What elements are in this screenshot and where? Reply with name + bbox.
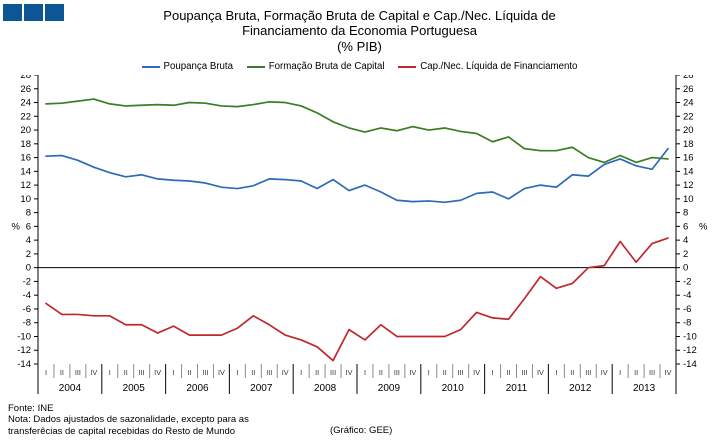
svg-text:I: I xyxy=(555,368,557,377)
svg-text:IV: IV xyxy=(601,368,608,377)
svg-text:II: II xyxy=(506,368,510,377)
svg-text:26: 26 xyxy=(683,84,694,95)
svg-text:24: 24 xyxy=(683,98,694,109)
svg-text:I: I xyxy=(428,368,430,377)
svg-text:I: I xyxy=(492,368,494,377)
svg-text:II: II xyxy=(60,368,64,377)
svg-text:10: 10 xyxy=(20,194,31,205)
svg-text:24: 24 xyxy=(20,98,31,109)
svg-text:III: III xyxy=(585,368,591,377)
svg-text:II: II xyxy=(251,368,255,377)
svg-text:2: 2 xyxy=(26,249,31,260)
svg-text:I: I xyxy=(109,368,111,377)
svg-text:2004: 2004 xyxy=(59,383,82,394)
svg-text:III: III xyxy=(394,368,400,377)
svg-text:%: % xyxy=(699,221,708,232)
svg-text:0: 0 xyxy=(26,263,31,274)
svg-text:I: I xyxy=(300,368,302,377)
svg-text:IV: IV xyxy=(409,368,416,377)
svg-text:18: 18 xyxy=(683,139,694,150)
svg-text:I: I xyxy=(619,368,621,377)
svg-text:III: III xyxy=(139,368,145,377)
svg-text:IV: IV xyxy=(346,368,353,377)
svg-text:-6: -6 xyxy=(23,304,31,315)
svg-text:2008: 2008 xyxy=(314,383,337,394)
svg-text:4: 4 xyxy=(683,235,688,246)
svg-text:IV: IV xyxy=(473,368,480,377)
svg-text:2012: 2012 xyxy=(569,383,592,394)
svg-text:14: 14 xyxy=(683,166,694,177)
svg-text:II: II xyxy=(634,368,638,377)
svg-text:II: II xyxy=(315,368,319,377)
svg-text:II: II xyxy=(187,368,191,377)
svg-text:2006: 2006 xyxy=(186,383,209,394)
svg-text:2011: 2011 xyxy=(506,383,528,394)
svg-text:22: 22 xyxy=(683,111,694,122)
svg-text:6: 6 xyxy=(26,221,31,232)
svg-text:4: 4 xyxy=(26,235,31,246)
svg-text:-4: -4 xyxy=(683,290,691,301)
svg-text:12: 12 xyxy=(20,180,31,191)
svg-text:-12: -12 xyxy=(17,345,31,356)
svg-text:-8: -8 xyxy=(683,318,691,329)
svg-text:2010: 2010 xyxy=(442,383,465,394)
svg-text:III: III xyxy=(330,368,336,377)
svg-text:2007: 2007 xyxy=(250,383,273,394)
svg-text:II: II xyxy=(379,368,383,377)
svg-text:10: 10 xyxy=(683,194,694,205)
svg-text:26: 26 xyxy=(20,84,31,95)
svg-text:18: 18 xyxy=(20,139,31,150)
svg-text:III: III xyxy=(75,368,81,377)
svg-text:12: 12 xyxy=(683,180,694,191)
svg-text:IV: IV xyxy=(218,368,225,377)
svg-text:2005: 2005 xyxy=(123,383,146,394)
svg-text:0: 0 xyxy=(683,263,688,274)
svg-text:IV: IV xyxy=(537,368,544,377)
svg-text:22: 22 xyxy=(20,111,31,122)
svg-text:28: 28 xyxy=(683,75,694,81)
svg-text:III: III xyxy=(521,368,527,377)
svg-text:8: 8 xyxy=(683,208,688,219)
svg-text:%: % xyxy=(12,221,21,232)
svg-text:II: II xyxy=(443,368,447,377)
svg-text:-4: -4 xyxy=(23,290,31,301)
svg-text:-10: -10 xyxy=(683,331,697,342)
svg-text:-2: -2 xyxy=(23,276,31,287)
svg-text:20: 20 xyxy=(683,125,694,136)
svg-text:-8: -8 xyxy=(23,318,31,329)
svg-text:III: III xyxy=(649,368,655,377)
svg-text:2009: 2009 xyxy=(378,383,401,394)
svg-text:28: 28 xyxy=(20,75,31,81)
svg-text:6: 6 xyxy=(683,221,688,232)
svg-text:14: 14 xyxy=(20,166,31,177)
svg-text:16: 16 xyxy=(683,153,694,164)
svg-text:20: 20 xyxy=(20,125,31,136)
svg-text:IV: IV xyxy=(282,368,289,377)
svg-text:II: II xyxy=(570,368,574,377)
svg-text:-2: -2 xyxy=(683,276,691,287)
svg-text:I: I xyxy=(364,368,366,377)
svg-text:-12: -12 xyxy=(683,345,697,356)
svg-text:2: 2 xyxy=(683,249,688,260)
svg-text:III: III xyxy=(202,368,208,377)
svg-text:III: III xyxy=(458,368,464,377)
svg-text:-6: -6 xyxy=(683,304,691,315)
svg-text:IV: IV xyxy=(90,368,97,377)
svg-text:IV: IV xyxy=(154,368,161,377)
svg-text:16: 16 xyxy=(20,153,31,164)
svg-text:I: I xyxy=(45,368,47,377)
svg-text:8: 8 xyxy=(26,208,31,219)
svg-text:-10: -10 xyxy=(17,331,31,342)
svg-text:I: I xyxy=(173,368,175,377)
svg-text:II: II xyxy=(124,368,128,377)
svg-text:III: III xyxy=(266,368,272,377)
svg-text:I: I xyxy=(236,368,238,377)
svg-text:2013: 2013 xyxy=(633,383,656,394)
svg-text:IV: IV xyxy=(665,368,672,377)
